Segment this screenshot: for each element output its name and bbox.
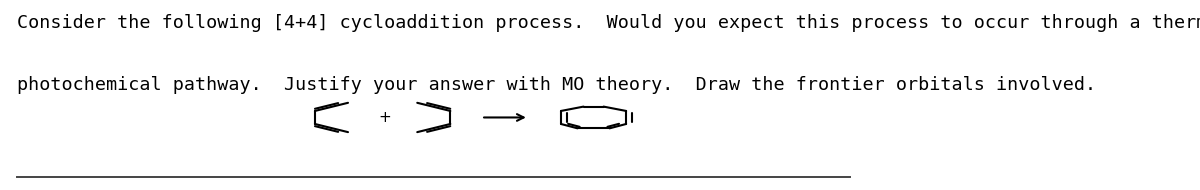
Text: Consider the following [4+4] cycloaddition process.  Would you expect this proce: Consider the following [4+4] cycloadditi…: [17, 14, 1200, 32]
Text: +: +: [378, 110, 391, 125]
Text: photochemical pathway.  Justify your answer with MO theory.  Draw the frontier o: photochemical pathway. Justify your answ…: [17, 76, 1096, 94]
